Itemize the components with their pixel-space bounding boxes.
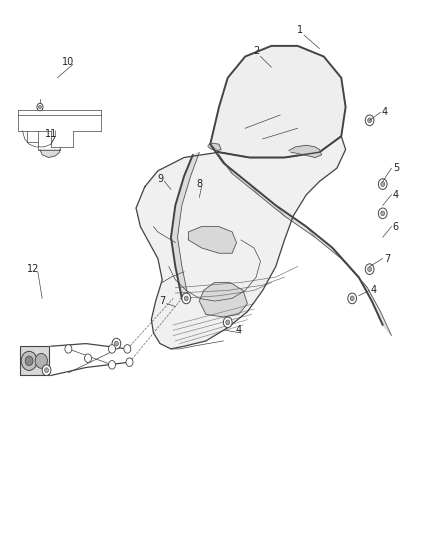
Circle shape (381, 211, 385, 216)
Text: 7: 7 (384, 254, 390, 263)
Text: 12: 12 (27, 264, 39, 274)
Circle shape (45, 368, 49, 373)
Polygon shape (188, 227, 237, 253)
Circle shape (42, 365, 51, 375)
Circle shape (365, 264, 374, 274)
Text: 9: 9 (157, 174, 163, 184)
Text: 2: 2 (253, 46, 259, 56)
Circle shape (65, 345, 72, 353)
Text: 7: 7 (159, 296, 166, 306)
Circle shape (350, 296, 354, 301)
Circle shape (37, 103, 43, 111)
Polygon shape (210, 46, 346, 158)
Circle shape (39, 106, 41, 109)
Text: 1: 1 (297, 25, 303, 35)
Text: 6: 6 (393, 222, 399, 232)
Circle shape (109, 345, 116, 353)
Circle shape (226, 320, 230, 325)
Text: 11: 11 (45, 128, 57, 139)
Text: 4: 4 (371, 286, 377, 295)
Text: 10: 10 (62, 57, 74, 67)
Circle shape (109, 361, 116, 369)
Polygon shape (208, 143, 221, 151)
Circle shape (182, 293, 191, 304)
FancyBboxPatch shape (20, 346, 49, 375)
Circle shape (378, 179, 387, 189)
Text: 8: 8 (196, 179, 202, 189)
Polygon shape (136, 136, 346, 349)
Circle shape (381, 182, 385, 187)
Polygon shape (40, 150, 60, 158)
Circle shape (21, 351, 37, 370)
Polygon shape (210, 144, 392, 336)
Circle shape (367, 266, 371, 271)
Text: 5: 5 (393, 163, 399, 173)
Circle shape (184, 296, 188, 301)
Polygon shape (289, 146, 321, 158)
Circle shape (223, 317, 232, 328)
Circle shape (35, 353, 47, 368)
Circle shape (112, 338, 121, 349)
Circle shape (114, 341, 118, 346)
Text: 4: 4 (382, 107, 388, 117)
Circle shape (365, 115, 374, 126)
Circle shape (348, 293, 357, 304)
Text: 4: 4 (236, 325, 242, 335)
Circle shape (124, 345, 131, 353)
Circle shape (367, 118, 371, 123)
Text: 4: 4 (393, 190, 399, 200)
Circle shape (126, 358, 133, 367)
Circle shape (85, 354, 92, 362)
Polygon shape (171, 152, 199, 298)
Circle shape (25, 356, 33, 366)
Circle shape (378, 208, 387, 219)
Polygon shape (199, 282, 247, 317)
